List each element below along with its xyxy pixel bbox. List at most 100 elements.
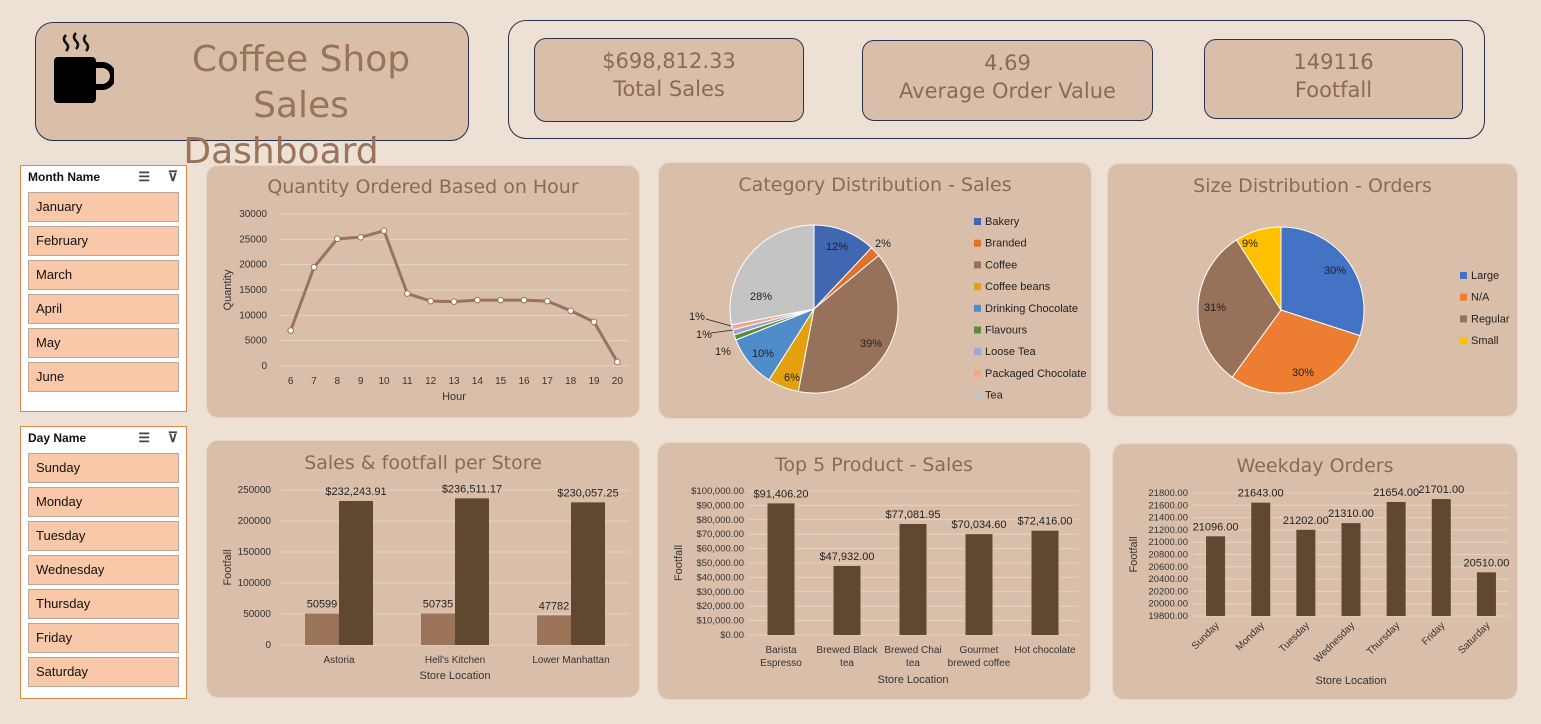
y-tick-label: 21800.00 [1148, 488, 1188, 499]
legend-swatch [974, 283, 981, 291]
y-tick-label: 15000 [239, 285, 267, 296]
bar [965, 534, 993, 635]
legend-label: Flavours [985, 325, 1028, 337]
clear-filter-icon[interactable]: ⊽ [167, 429, 178, 445]
clear-filter-icon[interactable]: ⊽ [167, 168, 178, 184]
slicer-item-wednesday[interactable]: Wednesday [28, 555, 179, 585]
line-chart-svg: 0 5000 10000 15000 20000 25000 30000 6 7 8 9 10 11 12… [222, 209, 629, 403]
slice-label: 1% [715, 346, 731, 358]
legend-label: Loose Tea [985, 346, 1036, 358]
slicer-item-thursday[interactable]: Thursday [28, 589, 179, 619]
day-slicer: Day Name ☰ ⊽ Sunday Monday Tuesday Wedne… [20, 426, 187, 699]
slice-label: 10% [752, 348, 774, 360]
bar [455, 498, 489, 645]
y-tick-label: 50000 [243, 609, 271, 620]
kpi-total-sales: $698,812.33 Total Sales [534, 38, 804, 122]
data-label: 21643.00 [1238, 488, 1284, 500]
pie-slice [813, 224, 873, 311]
y-tick-label: $10,000.00 [696, 616, 744, 627]
legend-swatch [1460, 337, 1467, 345]
data-point [380, 227, 388, 235]
title-line-1: Coffee Shop Sales [191, 39, 411, 126]
legend-label: Packaged Chocolate [985, 368, 1087, 380]
data-label: $72,416.00 [1017, 516, 1072, 528]
bar [537, 615, 571, 645]
y-tick-label: $100,000.00 [691, 486, 744, 497]
kpi-label: Footfall [1294, 78, 1373, 102]
data-label: $232,243.91 [325, 486, 386, 498]
kpi-label: Average Order Value [899, 79, 1116, 103]
x-tick-label: Monday [1234, 620, 1267, 653]
kpi-value: $698,812.33 [602, 49, 736, 73]
data-label: 21654.00 [1373, 487, 1419, 499]
bar [899, 524, 927, 635]
slicer-item-march[interactable]: March [28, 260, 179, 290]
y-tick-label: 5000 [245, 336, 268, 347]
kpi-footfall: 149116 Footfall [1204, 39, 1463, 119]
slicer-item-monday[interactable]: Monday [28, 487, 179, 517]
bar [421, 613, 455, 645]
y-tick-label: 20800.00 [1148, 550, 1188, 561]
slice-label: 12% [826, 241, 848, 253]
kpi-average-order-value: 4.69 Average Order Value [862, 40, 1153, 121]
data-point [287, 327, 294, 334]
chart-title: Top 5 Product - Sales [775, 454, 973, 476]
slice-label: 30% [1292, 367, 1314, 379]
y-tick-label: 21600.00 [1148, 500, 1188, 511]
slicer-title: Month Name [28, 170, 100, 184]
slice-label: 6% [784, 372, 800, 384]
x-tick-label: 16 [518, 376, 530, 387]
legend-swatch [974, 239, 981, 247]
legend-swatch [974, 218, 981, 225]
slicer-item-friday[interactable]: Friday [28, 623, 179, 653]
y-tick-label: 21000.00 [1148, 537, 1188, 548]
slicer-item-february[interactable]: February [28, 226, 179, 256]
slicer-item-saturday[interactable]: Saturday [28, 657, 179, 687]
slicer-item-sunday[interactable]: Sunday [28, 453, 179, 483]
month-slicer: Month Name ☰ ⊽ January February March Ap… [20, 165, 187, 412]
data-point [520, 296, 528, 304]
weekday-orders-chart: Weekday Orders 19800.00 20000.00 20200.00 2… [1112, 443, 1518, 700]
bar [1386, 501, 1406, 616]
slice-label: 30% [1324, 265, 1346, 277]
data-point [544, 297, 551, 305]
slice-label: 1% [689, 311, 705, 323]
size-distribution-chart: Size Distribution - Orders 30% 30% 31% 9% La… [1107, 163, 1518, 417]
legend-swatch [1460, 293, 1467, 301]
bar [305, 613, 339, 645]
x-tick-label: brewed coffee [948, 658, 1011, 669]
slicer-item-january[interactable]: January [28, 192, 179, 222]
slicer-item-june[interactable]: June [28, 362, 179, 392]
x-tick-label: 17 [542, 376, 554, 387]
data-label: $91,406.20 [753, 488, 808, 500]
y-tick-label: 20200.00 [1148, 586, 1188, 597]
slice-label: 39% [860, 338, 882, 350]
x-tick-label: tea [906, 658, 920, 669]
y-axis-label: Footfall [222, 549, 234, 585]
data-label: $230,057.25 [557, 487, 618, 499]
bar-chart-svg: 0 50000 100000 150000 200000 250000 50599 $232,… [222, 483, 629, 682]
dashboard-title-box: Coffee Shop Sales Dashboard [35, 22, 469, 172]
y-tick-label: 19800.00 [1148, 611, 1188, 622]
multi-select-icon[interactable]: ☰ [138, 169, 150, 184]
legend-label: Drinking Chocolate [985, 303, 1078, 315]
x-tick-label: Espresso [760, 658, 802, 669]
chart-title: Size Distribution - Orders [1193, 175, 1432, 197]
hourly-quantity-chart: Quantity Ordered Based on Hour 0 5000 1000… [206, 165, 640, 418]
slice-label: 1% [696, 329, 712, 341]
page-title: Coffee Shop Sales Dashboard [146, 37, 456, 175]
bar [767, 503, 795, 635]
legend-label: Large [1471, 270, 1499, 282]
y-tick-label: 150000 [238, 547, 272, 558]
x-tick-label: Hot chocolate [1014, 645, 1076, 656]
slicer-item-may[interactable]: May [28, 328, 179, 358]
y-tick-label: 200000 [238, 516, 272, 527]
multi-select-icon[interactable]: ☰ [138, 430, 150, 445]
legend-label: Coffee beans [985, 281, 1051, 293]
data-label: 21701.00 [1418, 484, 1464, 496]
data-label: 50735 [423, 599, 454, 611]
y-tick-label: 20000 [239, 260, 267, 271]
slicer-item-tuesday[interactable]: Tuesday [28, 521, 179, 551]
y-tick-label: 20400.00 [1148, 574, 1188, 585]
slicer-item-april[interactable]: April [28, 294, 179, 324]
